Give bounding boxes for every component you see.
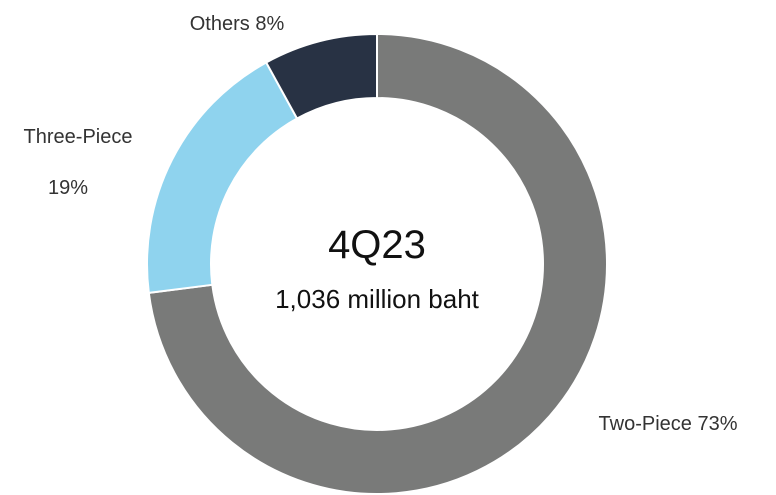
slice-others	[264, 32, 378, 120]
label-others: Others 8%	[190, 13, 285, 35]
center-title: 4Q23	[328, 223, 426, 267]
label-three-piece-name: Three-Piece	[24, 126, 133, 148]
center-subtitle: 1,036 million baht	[275, 284, 480, 314]
label-two-piece: Two-Piece 73%	[599, 413, 738, 435]
donut-slices	[146, 32, 608, 495]
label-three-piece-value: 19%	[48, 177, 88, 199]
slice-three-piece	[146, 61, 299, 294]
slice-two-piece	[147, 32, 608, 495]
